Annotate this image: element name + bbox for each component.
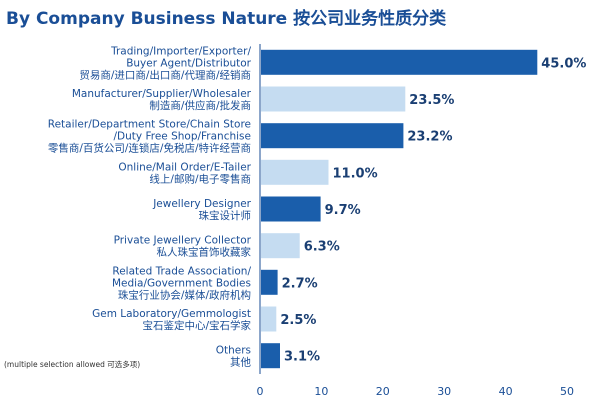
category-label-line: 私人珠宝首饰收藏家 [157, 246, 252, 259]
bar [261, 269, 278, 295]
x-tick-label: 10 [314, 385, 328, 398]
x-tick-label: 0 [257, 385, 264, 398]
x-tick-label: 50 [560, 385, 574, 398]
category-label: Others 其他 [216, 345, 252, 369]
value-label: 23.5% [409, 93, 454, 108]
bar [261, 196, 321, 222]
category-label-line: Buyer Agent/Distributor [126, 57, 251, 69]
category-label: Trading/Importer/Exporter/Buyer Agent/Di… [79, 45, 251, 81]
category-label-line: Online/Mail Order/E-Tailer [118, 161, 251, 173]
value-label: 6.3% [304, 240, 340, 255]
category-label: Retailer/Department Store/Chain Store/Du… [48, 119, 251, 155]
category-label: Related Trade Association/Media/Governme… [112, 265, 252, 301]
bar [261, 49, 538, 75]
category-label-line: 其他 [230, 356, 251, 369]
bar [261, 343, 280, 369]
bar [261, 86, 406, 112]
x-tick-label: 20 [376, 385, 390, 398]
bar [261, 123, 404, 149]
category-label-line: Trading/Importer/Exporter/ [110, 45, 251, 57]
x-tick-label: 30 [437, 385, 451, 398]
value-label: 9.7% [325, 203, 361, 218]
category-label-line: Manufacturer/Supplier/Wholesaler [72, 88, 252, 100]
bar [261, 306, 277, 332]
value-label: 45.0% [541, 56, 586, 71]
bar [261, 159, 329, 185]
value-label: 3.1% [284, 350, 320, 365]
x-tick-label: 40 [499, 385, 513, 398]
category-label-line: 零售商/百货公司/连锁店/免税店/特许经营商 [48, 142, 251, 155]
category-label: Online/Mail Order/E-Tailer 线上/邮购/电子零售商 [118, 161, 251, 185]
category-label-line: 珠宝行业协会/媒体/政府机构 [118, 288, 251, 301]
category-label-line: Jewellery Designer [152, 198, 251, 210]
category-label: Manufacturer/Supplier/Wholesaler 制造商/供应商/… [72, 88, 252, 112]
value-label: 2.7% [282, 276, 318, 291]
category-label-line: Media/Government Bodies [112, 277, 251, 289]
category-label-line: /Duty Free Shop/Franchise [114, 131, 251, 143]
category-label-line: 线上/邮购/电子零售商 [149, 172, 251, 185]
category-label-line: 制造商/供应商/批发商 [149, 99, 251, 112]
category-label: Jewellery Designer 珠宝设计师 [152, 198, 251, 222]
category-label-line: 贸易商/进口商/出口商/代理商/经销商 [79, 68, 251, 81]
chart-title: By Company Business Nature 按公司业务性质分类 [6, 9, 447, 29]
category-label-line: Private Jewellery Collector [114, 235, 252, 247]
category-label: Gem Laboratory/Gemmologist 宝石鉴定中心/宝石学家 [92, 308, 251, 332]
value-label: 11.0% [333, 166, 378, 181]
selection-note: (multiple selection allowed 可选多项) [4, 360, 141, 369]
category-label-line: 珠宝设计师 [199, 209, 252, 222]
category-label-line: Retailer/Department Store/Chain Store [48, 119, 251, 131]
category-label-line: Gem Laboratory/Gemmologist [92, 308, 251, 320]
bar [261, 233, 300, 259]
category-label-line: Related Trade Association/ [112, 265, 251, 277]
category-label: Private Jewellery Collector 私人珠宝首饰收藏家 [114, 235, 252, 259]
value-label: 2.5% [280, 313, 316, 328]
value-label: 23.2% [407, 130, 452, 145]
category-label-line: 宝石鉴定中心/宝石学家 [142, 319, 251, 332]
category-label-line: Others [216, 345, 251, 357]
